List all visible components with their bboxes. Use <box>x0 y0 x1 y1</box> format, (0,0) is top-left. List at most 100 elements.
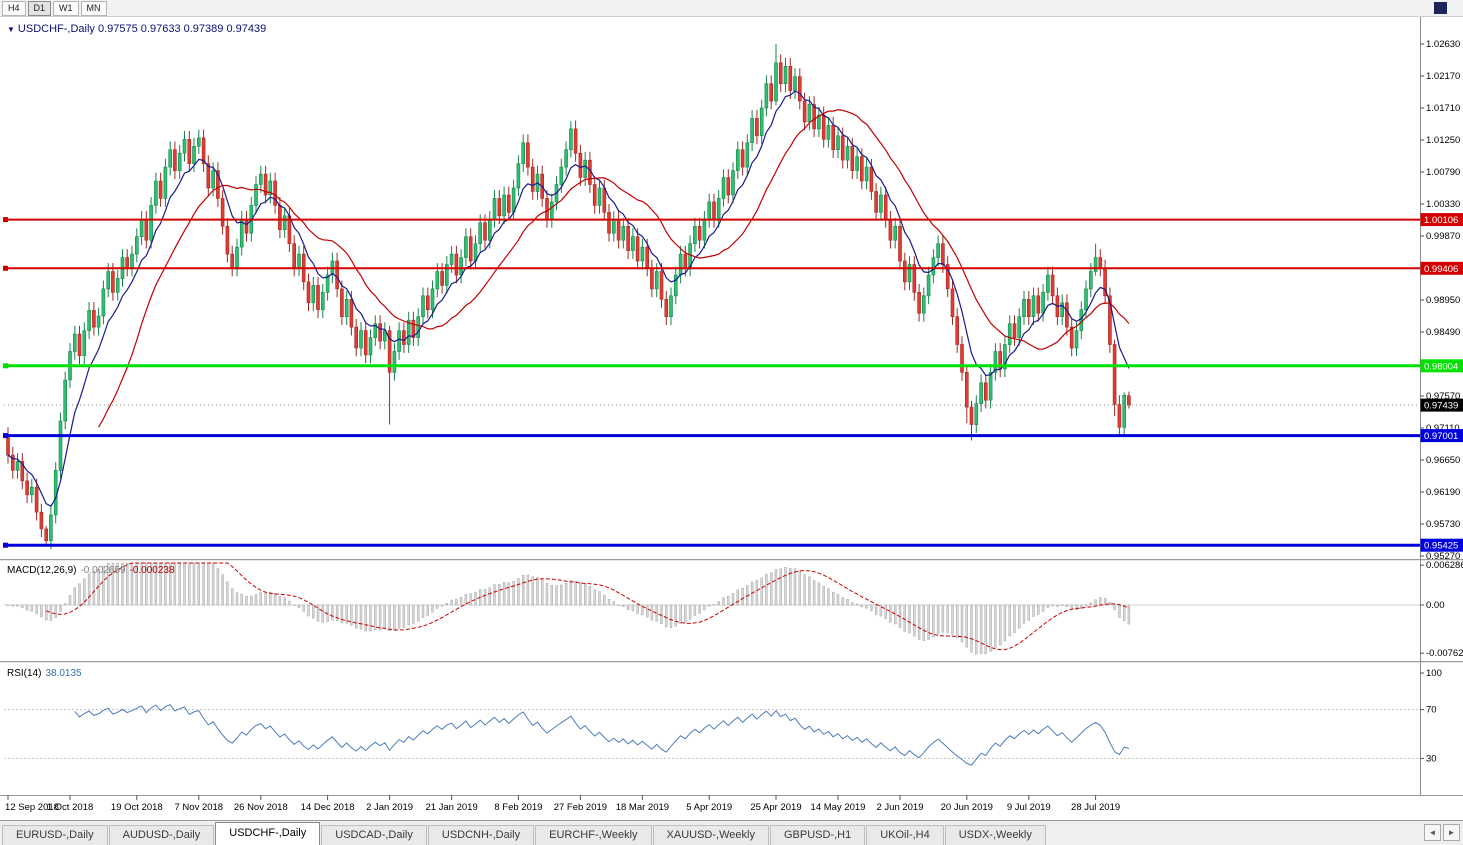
tabs-scroll-left-button[interactable]: ◄ <box>1424 824 1441 841</box>
svg-text:2 Jan 2019: 2 Jan 2019 <box>366 802 413 813</box>
timeframe-buttons: H4 D1 W1 MN <box>0 0 107 16</box>
svg-text:0.97439: 0.97439 <box>1424 401 1458 412</box>
svg-text:8 Feb 2019: 8 Feb 2019 <box>494 802 542 813</box>
macd-histogram <box>6 562 1131 655</box>
tab-usdx-weekly[interactable]: USDX-,Weekly <box>944 825 1046 845</box>
chart-title: ▼ USDCHF-,Daily 0.97575 0.97633 0.97389 0… <box>7 23 266 35</box>
tab-xauusd-weekly[interactable]: XAUUSD-,Weekly <box>652 825 769 845</box>
timeframe-d1-button[interactable]: D1 <box>27 0 52 16</box>
macd-indicator-label: MACD(12,26,9) -0.002659 -0.000238 <box>7 565 175 576</box>
svg-text:28 Jul 2019: 28 Jul 2019 <box>1071 802 1120 813</box>
tab-audusd-daily[interactable]: AUDUSD-,Daily <box>108 825 215 845</box>
svg-text:0.95270: 0.95270 <box>1426 551 1460 562</box>
svg-text:0.00: 0.00 <box>1426 600 1445 611</box>
svg-text:18 Mar 2019: 18 Mar 2019 <box>616 802 669 813</box>
hline-0.97001[interactable] <box>3 433 1420 439</box>
svg-text:0.98004: 0.98004 <box>1424 361 1458 372</box>
svg-text:9 Jul 2019: 9 Jul 2019 <box>1007 802 1051 813</box>
hline-0.95425[interactable] <box>3 542 1420 548</box>
price-level-tag-0.95425: 0.95425 <box>1420 538 1463 552</box>
svg-text:1 Oct 2018: 1 Oct 2018 <box>47 802 93 813</box>
current-price-tag: 0.97439 <box>1420 398 1463 412</box>
timeframe-w1-button[interactable]: W1 <box>53 0 79 16</box>
svg-text:0.99406: 0.99406 <box>1424 264 1458 275</box>
svg-text:1.01250: 1.01250 <box>1426 135 1460 146</box>
svg-text:1.02630: 1.02630 <box>1426 39 1460 50</box>
chart-background <box>0 17 1463 820</box>
tab-eurusd-daily[interactable]: EURUSD-,Daily <box>2 825 108 845</box>
rsi-value: 38.0135 <box>45 668 82 679</box>
macd-signal-line <box>46 562 1130 651</box>
svg-text:14 Dec 2018: 14 Dec 2018 <box>301 802 355 813</box>
rsi-line <box>74 703 1130 766</box>
svg-text:0.95425: 0.95425 <box>1424 541 1458 552</box>
svg-text:5 Apr 2019: 5 Apr 2019 <box>686 802 732 813</box>
svg-text:12 Sep 2018: 12 Sep 2018 <box>5 802 59 813</box>
pane-separators[interactable] <box>0 559 1463 796</box>
tabs-scroll-right-button[interactable]: ► <box>1443 824 1460 841</box>
price-level-tag-0.99406: 0.99406 <box>1420 261 1463 275</box>
svg-text:27 Feb 2019: 27 Feb 2019 <box>554 802 607 813</box>
timeframe-mn-button[interactable]: MN <box>80 0 107 16</box>
svg-text:0.99870: 0.99870 <box>1426 231 1460 242</box>
symbol-tabs: EURUSD-,Daily AUDUSD-,Daily USDCHF-,Daily U… <box>2 822 1047 845</box>
symbol-tabbar: EURUSD-,Daily AUDUSD-,Daily USDCHF-,Daily U… <box>0 820 1463 845</box>
tab-usdchf-daily[interactable]: USDCHF-,Daily <box>215 822 321 845</box>
chart-ohlc-values: 0.97575 0.97633 0.97389 0.97439 <box>97 23 267 35</box>
tab-eurchf-weekly[interactable]: EURCHF-,Weekly <box>535 825 652 845</box>
svg-text:14 May 2019: 14 May 2019 <box>811 802 866 813</box>
svg-text:0.97110: 0.97110 <box>1426 423 1460 434</box>
price-axis[interactable]: 1.02630 1.02170 1.01710 1.01250 1.00790 1.003… <box>1420 39 1460 562</box>
macd-main-value: -0.002659 <box>80 565 126 576</box>
svg-text:1.02170: 1.02170 <box>1426 71 1460 82</box>
svg-text:0.006286: 0.006286 <box>1426 560 1463 571</box>
tab-ukoil-h4[interactable]: UKOil-,H4 <box>866 825 944 845</box>
svg-text:70: 70 <box>1426 705 1437 716</box>
ma-slow-line <box>98 108 1130 428</box>
rsi-indicator-label: RSI(14) 38.0135 <box>7 668 82 679</box>
svg-text:1.00330: 1.00330 <box>1426 199 1460 210</box>
svg-text:0.95730: 0.95730 <box>1426 519 1460 530</box>
tab-usdcad-daily[interactable]: USDCAD-,Daily <box>321 825 427 845</box>
svg-text:-0.00762: -0.00762 <box>1426 648 1463 659</box>
svg-text:0.96190: 0.96190 <box>1426 487 1460 498</box>
svg-text:30: 30 <box>1426 753 1437 764</box>
hline-1.00106[interactable] <box>3 217 1420 223</box>
timeframe-toolbar: H4 D1 W1 MN <box>0 0 1463 17</box>
rsi-axis: 100 70 30 <box>1420 668 1442 764</box>
tab-usdcnh-daily[interactable]: USDCNH-,Daily <box>427 825 535 845</box>
price-level-tag-0.98004: 0.98004 <box>1420 359 1463 373</box>
svg-text:100: 100 <box>1426 668 1442 679</box>
macd-signal-value: -0.000238 <box>129 565 175 576</box>
price-level-tag-0.97001: 0.97001 <box>1420 429 1463 443</box>
svg-text:25 Apr 2019: 25 Apr 2019 <box>750 802 801 813</box>
svg-text:1.00106: 1.00106 <box>1424 215 1458 226</box>
svg-text:7 Nov 2018: 7 Nov 2018 <box>175 802 224 813</box>
svg-text:2 Jun 2019: 2 Jun 2019 <box>876 802 923 813</box>
svg-text:20 Jun 2019: 20 Jun 2019 <box>941 802 993 813</box>
svg-text:1.00790: 1.00790 <box>1426 167 1460 178</box>
price-level-tag-1.00106: 1.00106 <box>1420 213 1463 227</box>
tab-scroll-arrows: ◄ ► <box>1424 824 1460 841</box>
svg-text:19 Oct 2018: 19 Oct 2018 <box>111 802 163 813</box>
collapse-chart-icon[interactable]: ▼ <box>7 25 15 34</box>
timeframe-h4-button[interactable]: H4 <box>2 0 26 16</box>
ma-fast-line <box>7 90 1130 507</box>
svg-text:26 Nov 2018: 26 Nov 2018 <box>234 802 288 813</box>
toolbar-right-widget[interactable] <box>1434 2 1447 14</box>
svg-text:21 Jan 2019: 21 Jan 2019 <box>425 802 477 813</box>
hline-0.98004[interactable] <box>3 363 1420 369</box>
hline-0.99406[interactable] <box>3 265 1420 271</box>
svg-text:0.98950: 0.98950 <box>1426 295 1460 306</box>
svg-text:0.96650: 0.96650 <box>1426 455 1460 466</box>
macd-axis: 0.006286 0.00 -0.00762 <box>1420 560 1463 659</box>
chart-symbol-label: USDCHF-,Daily <box>17 23 95 35</box>
tab-gbpusd-h1[interactable]: GBPUSD-,H1 <box>769 825 866 845</box>
svg-text:0.97001: 0.97001 <box>1424 431 1458 442</box>
macd-name: MACD(12,26,9) <box>7 565 77 576</box>
rsi-name: RSI(14) <box>7 668 42 679</box>
